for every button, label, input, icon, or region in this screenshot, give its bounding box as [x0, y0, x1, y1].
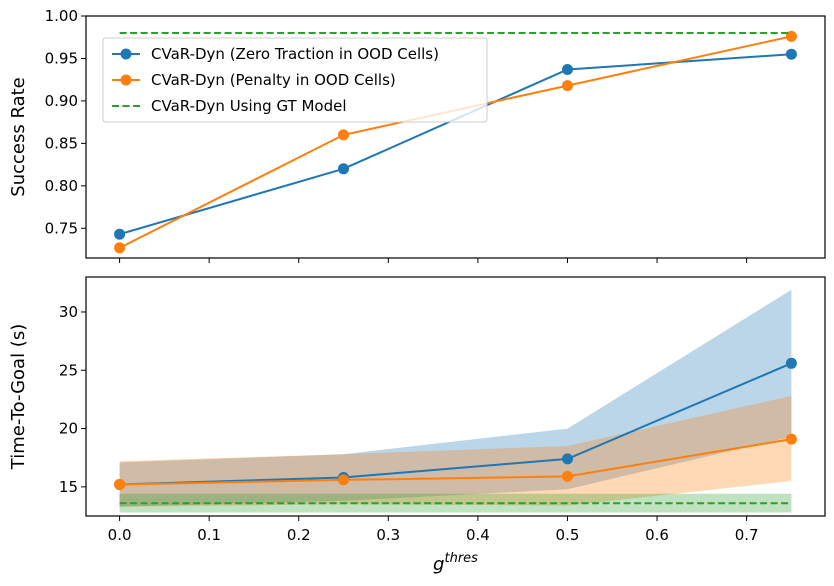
- y-tick-label: 1.00: [45, 7, 78, 25]
- series-line-cvar-dyn-penalty-in-ood-cells: [119, 438, 792, 486]
- legend: CVaR-Dyn (Zero Traction in OOD Cells) CV…: [102, 37, 488, 123]
- data-point-cvar-dyn-zero-traction-in-ood-cells-1: [338, 163, 349, 175]
- data-point-cvar-dyn-zero-traction-in-ood-cells-3: [785, 357, 797, 369]
- legend-label-gt-model: CVaR-Dyn Using GT Model: [151, 97, 347, 115]
- data-point-cvar-dyn-penalty-in-ood-cells-2: [562, 470, 573, 482]
- data-point-cvar-dyn-zero-traction-in-ood-cells-2: [562, 453, 573, 465]
- y-tick-label: 0.75: [45, 219, 78, 237]
- y-tick-label: 30: [59, 303, 78, 321]
- x-tick-label: 0.4: [466, 526, 490, 544]
- data-point-cvar-dyn-penalty-in-ood-cells-3: [785, 30, 797, 42]
- legend-entry-penalty: CVaR-Dyn (Penalty in OOD Cells): [112, 71, 396, 89]
- legend-box: [102, 37, 488, 123]
- data-point-cvar-dyn-penalty-in-ood-cells-0: [114, 479, 126, 490]
- data-point-cvar-dyn-penalty-in-ood-cells-1: [338, 129, 349, 141]
- y-tick-label: 0.90: [45, 92, 78, 110]
- success-rate-y-axis-label: Success Rate: [8, 77, 29, 196]
- x-axis-label-base: g: [433, 554, 444, 575]
- band-cvar-dyn-using-gt-model: [119, 493, 792, 513]
- success-rate-panel: Success Rate CVaR-Dyn (Zero Traction in …: [8, 7, 826, 263]
- y-tick-label: 0.80: [45, 177, 78, 195]
- legend-label-zero-traction: CVaR-Dyn (Zero Traction in OOD Cells): [151, 45, 439, 63]
- band-cvar-dyn-zero-traction-in-ood-cells: [119, 289, 792, 507]
- x-axis-label-superscript: thres: [444, 551, 478, 566]
- data-point-cvar-dyn-zero-traction-in-ood-cells-3: [785, 48, 797, 60]
- x-tick-label: 0.0: [108, 526, 132, 544]
- y-tick-label: 0.85: [45, 134, 78, 152]
- time-to-goal-plot-area: [114, 289, 797, 513]
- data-point-cvar-dyn-penalty-in-ood-cells-2: [562, 80, 573, 92]
- x-tick-label: 0.6: [645, 526, 669, 544]
- y-tick-label: 15: [59, 478, 78, 496]
- x-tick-label: 0.2: [287, 526, 311, 544]
- x-tick-label: 0.5: [556, 526, 580, 544]
- legend-entry-zero-traction: CVaR-Dyn (Zero Traction in OOD Cells): [112, 45, 439, 63]
- data-point-cvar-dyn-penalty-in-ood-cells-3: [785, 433, 797, 445]
- legend-marker-penalty: [120, 74, 132, 86]
- series-line-cvar-dyn-zero-traction-in-ood-cells: [119, 362, 792, 486]
- y-tick-label: 0.95: [45, 49, 78, 67]
- x-tick-label: 0.7: [735, 526, 759, 544]
- data-point-cvar-dyn-penalty-in-ood-cells-1: [338, 474, 349, 486]
- time-to-goal-panel: Time-To-Goal (s) gthres 0.0 0.1 0.2 0.3 0.4 0…: [8, 276, 826, 575]
- legend-label-penalty: CVaR-Dyn (Penalty in OOD Cells): [151, 71, 396, 89]
- time-to-goal-axes-frame: [85, 276, 826, 517]
- x-tick-label: 0.3: [376, 526, 400, 544]
- data-point-cvar-dyn-penalty-in-ood-cells-0: [114, 242, 126, 254]
- data-point-cvar-dyn-zero-traction-in-ood-cells-0: [114, 228, 126, 240]
- y-tick-label: 20: [59, 420, 78, 438]
- legend-marker-zero-traction: [120, 48, 132, 60]
- y-tick-label: 25: [59, 361, 78, 379]
- time-to-goal-y-axis-label: Time-To-Goal (s): [8, 324, 29, 470]
- x-axis-label: gthres: [433, 551, 478, 575]
- data-point-cvar-dyn-zero-traction-in-ood-cells-2: [562, 64, 573, 75]
- legend-entry-gt-model: CVaR-Dyn Using GT Model: [112, 97, 347, 115]
- success-rate-axes-frame: [85, 15, 826, 259]
- x-tick-label: 0.1: [197, 526, 221, 544]
